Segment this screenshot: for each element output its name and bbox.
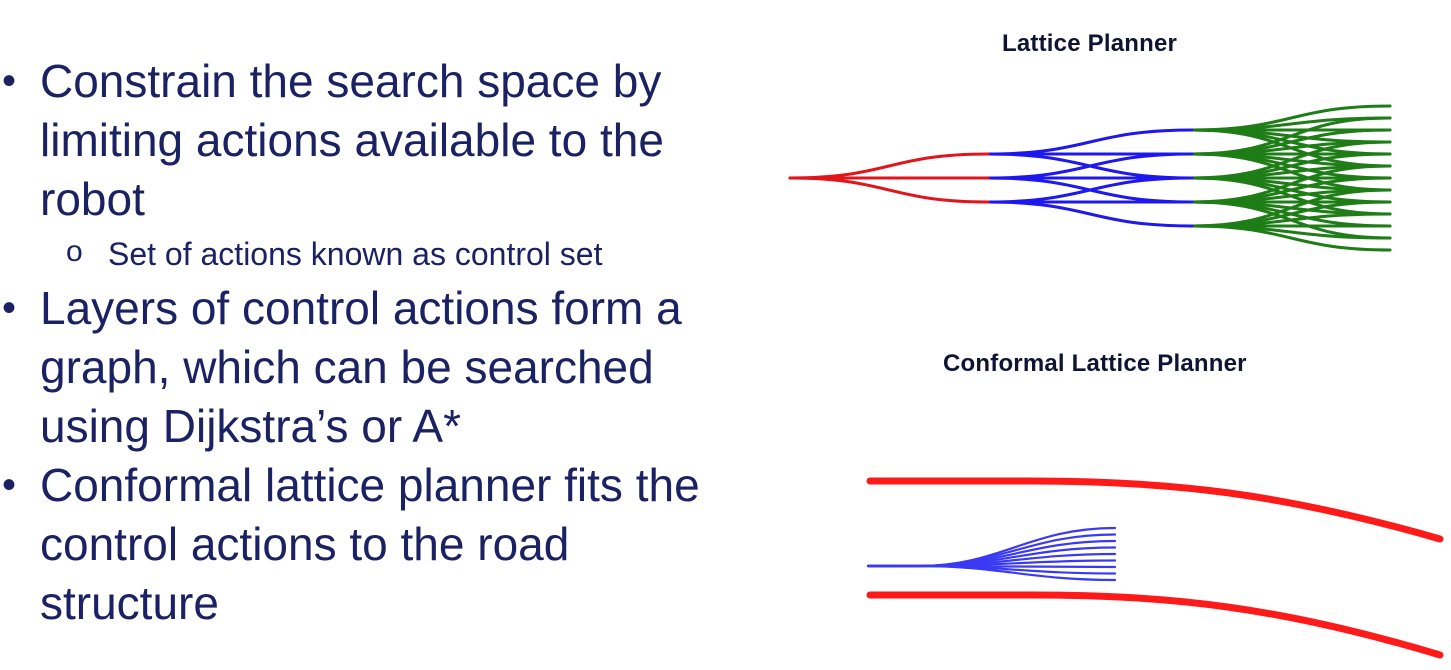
bullet-item-1: • Constrain the search space by limiting… <box>0 52 760 229</box>
road-boundary-top <box>866 477 1444 543</box>
lattice-edge-layer2 <box>986 128 1194 156</box>
bullet-item-2: • Layers of control actions form a graph… <box>0 279 760 456</box>
bullet-line: Layers of control actions form a <box>40 282 682 334</box>
conformal-lattice-planner-title: Conformal Lattice Planner <box>943 350 1247 377</box>
sub-bullet-marker: o <box>66 235 83 268</box>
lattice-edge-layer1 <box>788 152 990 180</box>
lattice-edge-layer2 <box>986 176 1194 204</box>
road-boundary-bottom <box>866 591 1444 659</box>
conformal-path <box>866 564 1117 582</box>
lattice-planner-title: Lattice Planner <box>1002 30 1178 57</box>
lattice-edge-layer3 <box>1190 224 1392 252</box>
sub-item-1: o Set of actions known as control set <box>0 229 760 279</box>
bullet-line: graph, which can be searched <box>40 341 654 393</box>
bullet-marker: • <box>2 463 17 507</box>
bullet-marker: • <box>2 286 17 330</box>
bullet-line: structure <box>40 577 219 629</box>
bullet-line: limiting actions available to the <box>40 114 664 166</box>
lattice-planner-diagram <box>788 104 1392 252</box>
bullet-line: Constrain the search space by <box>40 55 662 107</box>
lattice-edge-layer1 <box>788 176 990 204</box>
conformal-lattice-planner-diagram <box>866 477 1444 659</box>
bullet-line: Conformal lattice planner fits the <box>40 459 700 511</box>
bullet-line: using Dijkstra’s or A* <box>40 400 461 452</box>
bullet-marker: • <box>2 59 17 103</box>
lattice-edge-layer2 <box>986 200 1194 228</box>
sub-item-text: Set of actions known as control set <box>108 236 603 272</box>
lattice-edge-layer2 <box>986 152 1194 180</box>
bullet-line: robot <box>40 173 145 225</box>
bullet-list: • Constrain the search space by limiting… <box>0 52 760 633</box>
bullet-item-3: • Conformal lattice planner fits the con… <box>0 456 760 633</box>
bullet-line: control actions to the road <box>40 518 570 570</box>
